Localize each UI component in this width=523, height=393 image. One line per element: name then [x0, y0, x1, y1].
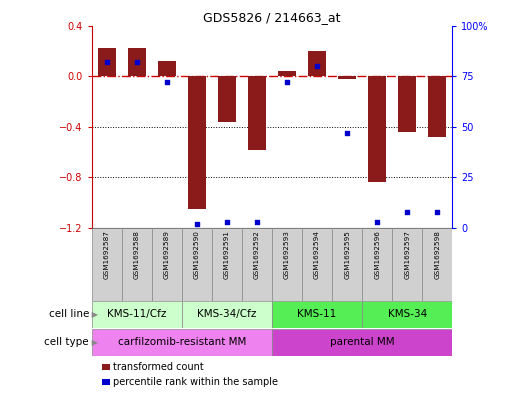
Text: GSM1692587: GSM1692587 [104, 230, 109, 279]
Text: GSM1692588: GSM1692588 [134, 230, 140, 279]
Point [403, 209, 412, 215]
Text: GSM1692596: GSM1692596 [374, 230, 380, 279]
Bar [278, 71, 296, 76]
Text: KMS-34: KMS-34 [388, 309, 427, 320]
Bar [308, 51, 326, 76]
Bar [152, 228, 181, 301]
Text: GSM1692595: GSM1692595 [344, 230, 350, 279]
Bar [422, 228, 452, 301]
Text: GSM1692594: GSM1692594 [314, 230, 320, 279]
Point [343, 130, 351, 136]
Text: GSM1692591: GSM1692591 [224, 230, 230, 279]
Text: percentile rank within the sample: percentile rank within the sample [113, 377, 278, 387]
Text: parental MM: parental MM [330, 337, 394, 347]
Text: transformed count: transformed count [113, 362, 204, 372]
Title: GDS5826 / 214663_at: GDS5826 / 214663_at [203, 11, 340, 24]
Bar [92, 228, 121, 301]
Bar [92, 329, 272, 356]
Bar [302, 228, 332, 301]
Bar [428, 76, 446, 137]
Bar [121, 228, 152, 301]
Point [433, 209, 441, 215]
Bar [272, 228, 302, 301]
Text: ▶: ▶ [89, 310, 98, 319]
Point [163, 79, 171, 85]
Bar [242, 228, 272, 301]
Point [192, 221, 201, 227]
Text: KMS-34/Cfz: KMS-34/Cfz [197, 309, 257, 320]
Point [103, 59, 111, 65]
Bar [332, 228, 362, 301]
Point [313, 63, 321, 69]
Bar [218, 76, 236, 122]
Point [373, 219, 381, 225]
Text: GSM1692598: GSM1692598 [435, 230, 440, 279]
Text: KMS-11: KMS-11 [298, 309, 337, 320]
Point [283, 79, 291, 85]
Bar [392, 228, 422, 301]
Bar [212, 228, 242, 301]
Bar [92, 301, 182, 328]
Bar [398, 76, 416, 132]
Text: GSM1692597: GSM1692597 [404, 230, 410, 279]
Text: carfilzomib-resistant MM: carfilzomib-resistant MM [118, 337, 246, 347]
Bar [157, 61, 176, 76]
Bar [338, 76, 356, 79]
Text: KMS-11/Cfz: KMS-11/Cfz [107, 309, 166, 320]
Bar [97, 48, 116, 76]
Bar [362, 301, 452, 328]
Text: ▶: ▶ [89, 338, 98, 347]
Bar [181, 228, 212, 301]
Bar [188, 76, 206, 209]
Point [223, 219, 231, 225]
Bar [272, 329, 452, 356]
Bar [362, 228, 392, 301]
Point [132, 59, 141, 65]
Point [253, 219, 261, 225]
Bar [368, 76, 386, 182]
Bar [181, 301, 272, 328]
Text: GSM1692590: GSM1692590 [194, 230, 200, 279]
Text: GSM1692593: GSM1692593 [284, 230, 290, 279]
Text: cell type: cell type [44, 337, 89, 347]
Bar [272, 301, 362, 328]
Bar [128, 48, 145, 76]
Text: cell line: cell line [49, 309, 89, 320]
Text: GSM1692589: GSM1692589 [164, 230, 169, 279]
Bar [248, 76, 266, 149]
Text: GSM1692592: GSM1692592 [254, 230, 260, 279]
